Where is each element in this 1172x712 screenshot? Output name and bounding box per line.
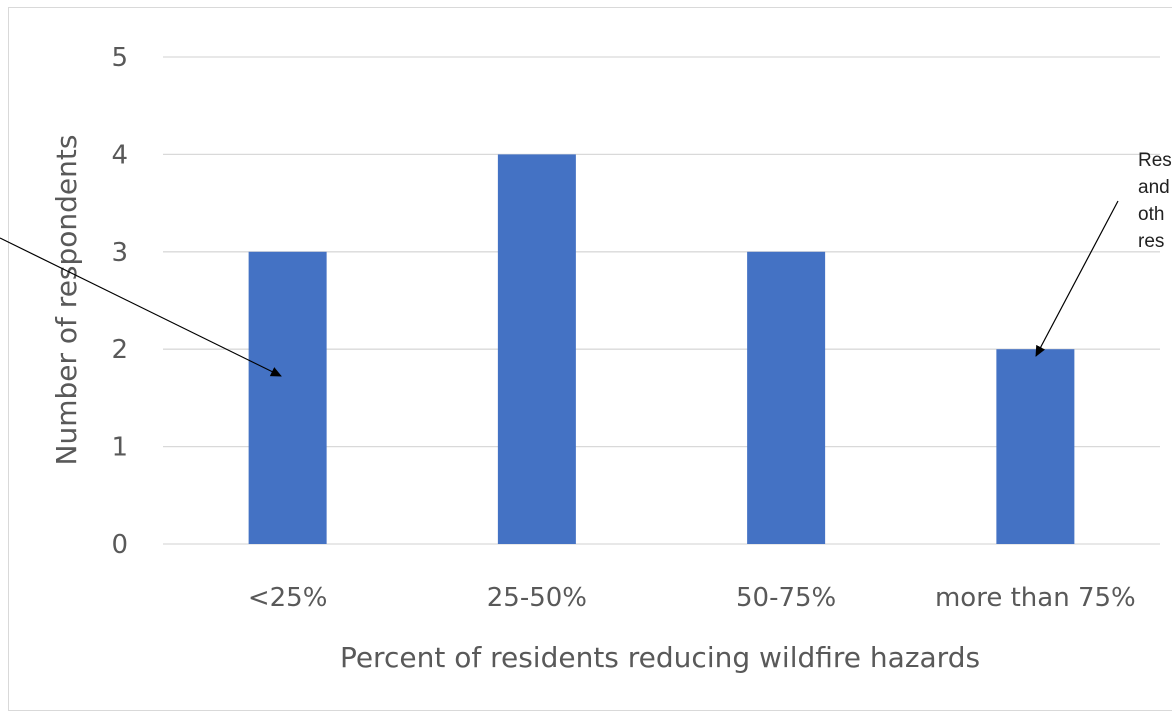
y-tick-label: 2 — [111, 335, 128, 365]
y-tick-labels: 0 1 2 3 4 5 — [111, 43, 128, 560]
x-tick-labels: <25% 25-50% 50-75% more than 75% — [248, 583, 1136, 613]
y-axis-title: Number of respondents — [50, 135, 83, 466]
annotation-callout-right: Res and oth res — [1035, 150, 1172, 357]
x-axis-title: Percent of residents reducing wildfire h… — [340, 641, 980, 674]
bar — [248, 251, 327, 545]
x-tick-label: 25-50% — [487, 583, 587, 613]
annotation-line: oth — [1138, 204, 1164, 225]
chart-frame — [8, 7, 1172, 711]
x-tick-label: 50-75% — [736, 583, 836, 613]
y-tick-label: 3 — [111, 238, 128, 268]
gridlines — [163, 56, 1160, 545]
annotations: Res and oth res — [0, 150, 1172, 377]
y-tick-label: 5 — [111, 43, 128, 73]
bar — [497, 154, 576, 544]
annotation-callout-left — [0, 237, 282, 377]
bar — [996, 349, 1075, 544]
bar — [747, 251, 826, 545]
y-tick-label: 4 — [111, 140, 128, 170]
annotation-line: Res — [1138, 150, 1172, 171]
y-tick-label: 1 — [111, 433, 128, 463]
annotation-line: and — [1138, 177, 1170, 198]
annotation-arrow-right — [1035, 200, 1119, 357]
y-tick-label: 0 — [111, 530, 128, 560]
bars — [248, 154, 1075, 545]
annotation-arrow-left — [0, 237, 282, 377]
x-tick-label: <25% — [248, 583, 328, 613]
annotation-line: res — [1138, 231, 1164, 252]
x-tick-label: more than 75% — [935, 583, 1136, 613]
